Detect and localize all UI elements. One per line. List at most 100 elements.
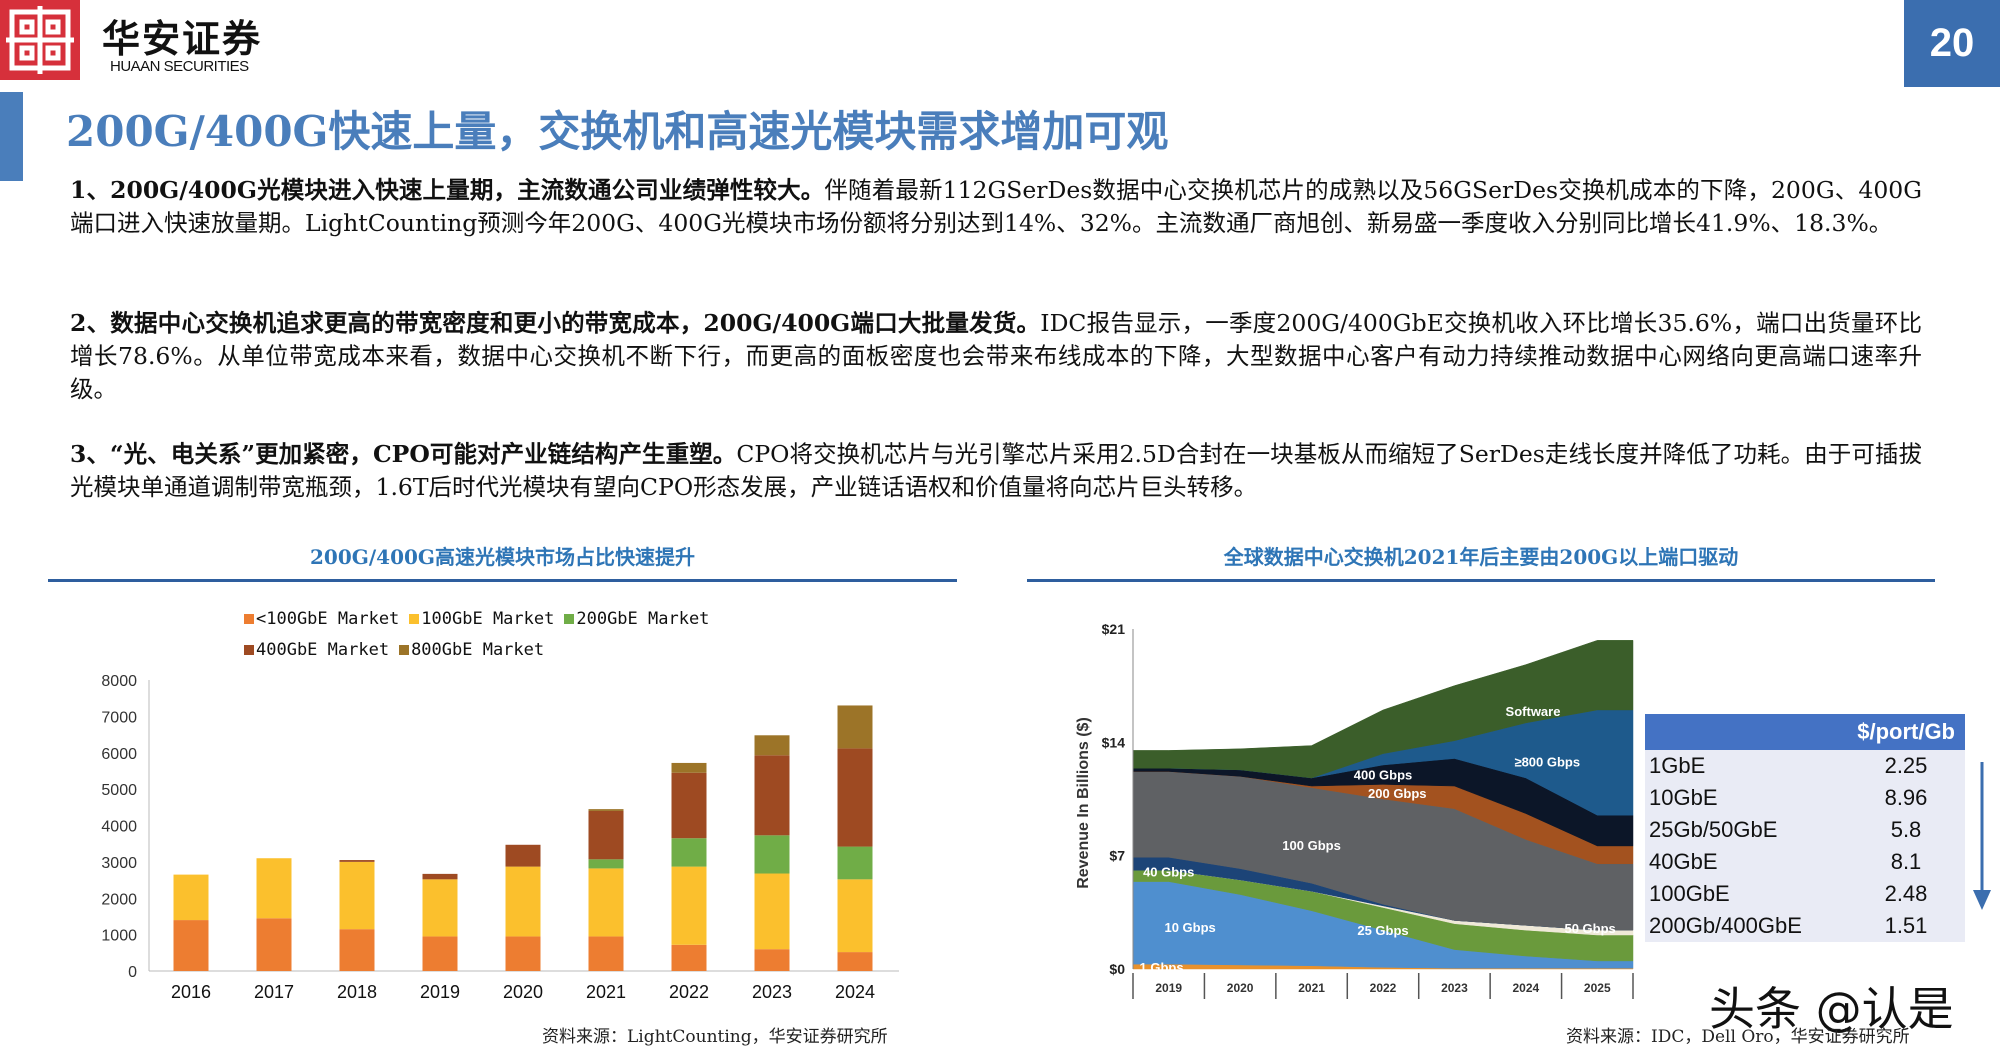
area-label: ≥800 Gbps (1514, 754, 1580, 769)
bar-segment (422, 879, 458, 937)
paragraph-body: CPO将交换机芯片与光引擎芯片采用2.5D合封在一块基板从而缩短了SerDes走… (70, 440, 1923, 501)
x-tick-label: 2019 (420, 982, 460, 1002)
table-row: 200Gb/400GbE 1.51 (1645, 910, 1965, 942)
bar-segment (422, 873, 458, 880)
row-value: 1.51 (1884, 913, 1928, 938)
area-label: 400 Gbps (1354, 768, 1413, 783)
y-tick-label: 4000 (101, 819, 137, 836)
table-row: 1GbE 2.25 (1645, 750, 1965, 782)
x-tick-label: 2019 (1155, 981, 1182, 995)
legend-swatch (244, 614, 254, 624)
paragraph-1: 1、200G/400G光模块进入快速上量期，主流数通公司业绩弹性较大。伴随着最新… (70, 174, 1922, 240)
bar-segment (671, 944, 707, 971)
legend-item: 400GbE Market (244, 640, 389, 660)
left-source: 资料来源：LightCounting，华安证券研究所 (542, 1027, 888, 1047)
bar-segment (256, 858, 292, 919)
bar-chart: 0 1000 2000 3000 4000 5000 6000 7000 8000 2016 201… (101, 673, 899, 1002)
x-tick-label: 2021 (586, 982, 626, 1002)
y-tick-label: $7 (1109, 848, 1125, 864)
y-tick-label: 3000 (101, 855, 137, 872)
down-arrow-icon (1973, 762, 1991, 910)
paragraph-3: 3、“光、电关系”更加紧密，CPO可能对产业链结构产生重塑。CPO将交换机芯片与… (70, 438, 1922, 504)
table-row: 40GbE 8.1 (1645, 846, 1965, 878)
bar-segment (837, 879, 873, 953)
bar-segment (837, 952, 873, 971)
y-tick-label: 8000 (101, 673, 137, 690)
area-label: 10 Gbps (1164, 920, 1215, 935)
area-label: 50 Gbps (1564, 921, 1615, 936)
right-chart-title: 全球数据中心交换机2021年后主要由200G以上端口驱动 (1223, 545, 1739, 569)
row-label: 40GbE (1649, 849, 1718, 874)
x-tick-label: 2018 (337, 982, 377, 1002)
bar-segment (256, 918, 292, 971)
right-source: 资料来源：IDC，Dell Oro，华安证券研究所 (1566, 1027, 1910, 1047)
x-tick-label: 2025 (1584, 981, 1611, 995)
area-label: Software (1506, 704, 1561, 719)
price-per-port-table: $/port/Gb 1GbE 2.25 10GbE 8.96 25Gb/50GbE 5.8… (1645, 714, 1965, 942)
x-tick-label: 2016 (171, 982, 211, 1002)
right-title-underline (1027, 579, 1935, 582)
area-label: 1 Gbps (1140, 960, 1184, 975)
legend-swatch (409, 614, 420, 624)
paragraph-lead: 3、“光、电关系”更加紧密，CPO可能对产业链结构产生重塑。 (70, 440, 737, 468)
title-accent-bar (0, 92, 23, 181)
legend-item: <100GbE Market (244, 609, 399, 629)
x-tick-label: 2023 (752, 982, 792, 1002)
row-label: 10GbE (1649, 785, 1718, 810)
y-tick-label: 6000 (101, 746, 137, 763)
row-label: 200Gb/400GbE (1649, 913, 1802, 938)
logo-mark (0, 0, 80, 80)
table-row: 25Gb/50GbE 5.8 (1645, 814, 1965, 846)
row-value: 2.25 (1884, 753, 1928, 778)
bar-segment (671, 762, 707, 773)
left-chart-title: 200G/400G高速光模块市场占比快速提升 (310, 545, 695, 569)
y-tick-label: 1000 (101, 928, 137, 945)
legend-item: 200GbE Market (564, 609, 709, 629)
row-value: 8.1 (1890, 849, 1922, 874)
bar-segment (671, 866, 707, 945)
y-tick-label: $21 (1102, 621, 1126, 637)
table-row: 10GbE 8.96 (1645, 782, 1965, 814)
table-header: $/port/Gb (1645, 714, 1965, 750)
paragraph-lead: 1、200G/400G光模块进入快速上量期，主流数通公司业绩弹性较大。 (70, 176, 825, 204)
watermark: 头条 @认是 (1709, 982, 1954, 1036)
bar-segment (173, 874, 209, 921)
legend-label: <100GbE Market (256, 609, 400, 629)
table-row: 100GbE 2.48 (1645, 878, 1965, 910)
area-label: 25 Gbps (1357, 923, 1408, 938)
area-label: 100 Gbps (1282, 838, 1341, 853)
y-tick-label: 7000 (101, 709, 137, 726)
left-chart-legend: <100GbE Market 100GbE Market 200GbE Market… (244, 604, 804, 666)
bar-segment (671, 838, 707, 867)
bar-segment (754, 835, 790, 874)
y-tick-label: 5000 (101, 782, 137, 799)
bar-segment (505, 844, 541, 867)
row-label: 25Gb/50GbE (1649, 817, 1778, 842)
bar-segment (754, 873, 790, 950)
bar-segment (588, 809, 624, 811)
bar-segment (339, 861, 375, 930)
left-title-underline (48, 579, 957, 582)
bar-segment (422, 936, 458, 971)
bar-segment (837, 748, 873, 847)
bar-segment (339, 929, 375, 971)
y-tick-label: $0 (1109, 961, 1125, 977)
x-tick-label: 2024 (835, 982, 875, 1002)
bar-segment (671, 772, 707, 839)
bar-segment (588, 859, 624, 869)
row-value: 8.96 (1884, 785, 1928, 810)
x-tick-label: 2020 (1227, 981, 1254, 995)
area-label: 40 Gbps (1143, 865, 1194, 880)
row-label: 1GbE (1649, 753, 1706, 778)
bar-segment (505, 866, 541, 937)
logo-icon (6, 6, 74, 74)
legend-item: 800GbE Market (399, 640, 544, 660)
legend-item: 100GbE Market (409, 609, 554, 629)
bar-segment (837, 705, 873, 749)
x-tick-label: 2024 (1513, 981, 1540, 995)
legend-swatch (244, 645, 254, 655)
legend-swatch (564, 614, 575, 624)
paragraph-lead: 2、数据中心交换机追求更高的带宽密度和更小的带宽成本，200G/400G端口大批… (70, 309, 1041, 337)
x-tick-label: 2023 (1441, 981, 1468, 995)
y-tick-label: $14 (1102, 734, 1126, 750)
